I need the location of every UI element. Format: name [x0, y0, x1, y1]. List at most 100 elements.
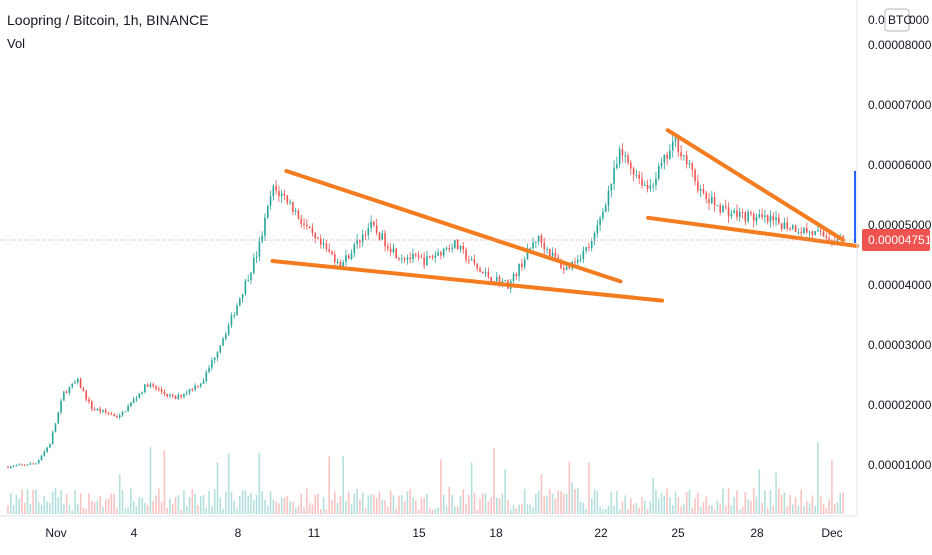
x-tick-label: 22 — [594, 526, 608, 540]
candle-body — [579, 259, 582, 261]
volume-bar — [71, 509, 74, 514]
candle-body — [121, 412, 124, 416]
candle-body — [431, 256, 434, 258]
volume-bar — [65, 493, 68, 514]
volume-bar — [428, 508, 431, 514]
volume-bar — [79, 493, 82, 514]
candle-body — [373, 221, 375, 226]
volume-bar — [426, 493, 428, 514]
candle-body — [183, 393, 185, 397]
volume-bar — [322, 497, 325, 514]
candle-body — [57, 412, 60, 424]
volume-bar — [646, 508, 649, 514]
candle-body — [266, 205, 269, 218]
candle-body — [736, 210, 738, 217]
candle-body — [255, 256, 258, 258]
candle-body — [370, 221, 372, 229]
candle-body — [35, 463, 37, 465]
volume-bar — [630, 498, 632, 514]
volume-bar — [722, 488, 724, 514]
candle-body — [264, 217, 266, 236]
volume-bar — [621, 501, 624, 514]
candle-body — [470, 259, 473, 261]
volume-bar — [551, 493, 554, 514]
candle-body — [409, 257, 411, 260]
x-tick-label: 28 — [750, 526, 764, 540]
candle-body — [440, 252, 442, 256]
volume-bar — [51, 491, 54, 514]
candle-body — [462, 245, 465, 250]
candle-body — [724, 205, 727, 208]
candle-body — [630, 162, 632, 169]
volume-bar — [230, 492, 233, 514]
volume-bar — [842, 492, 844, 514]
candle-body — [694, 169, 696, 182]
candle-body — [152, 384, 155, 387]
volume-bar — [808, 503, 811, 514]
volume-bar — [169, 498, 171, 514]
volume-bar — [817, 441, 819, 514]
volume-bar — [632, 504, 635, 514]
volume-bar — [674, 491, 677, 514]
candle-body — [766, 215, 769, 222]
candle-body — [202, 380, 205, 384]
volume-bar — [635, 502, 638, 514]
candle-body — [308, 226, 311, 228]
volume-bar — [49, 502, 51, 514]
volume-bar — [459, 496, 462, 514]
candle-body — [705, 192, 708, 200]
candle-body — [236, 305, 238, 316]
candle-body — [65, 391, 68, 393]
volume-bar — [769, 489, 772, 514]
candle-body — [414, 253, 417, 256]
volume-bar — [462, 489, 465, 514]
y-tick-label: 0.00005000 — [868, 218, 932, 232]
candle-body — [194, 385, 196, 390]
candle-body — [130, 402, 132, 407]
candle-body — [166, 394, 168, 397]
candle-body — [381, 233, 384, 240]
candle-body — [239, 298, 241, 306]
candle-body — [451, 247, 453, 249]
candle-body — [269, 196, 272, 206]
candle-body — [74, 382, 76, 384]
candle-body — [817, 230, 819, 232]
volume-bar — [29, 503, 32, 514]
candle-body — [294, 210, 297, 212]
candle-body — [46, 447, 48, 452]
volume-bar — [403, 501, 406, 514]
volume-bar — [663, 495, 666, 514]
volume-bar — [68, 504, 71, 514]
volume-bar — [225, 492, 227, 514]
volume-bar — [708, 505, 710, 514]
volume-bar — [618, 509, 621, 514]
candle-body — [88, 399, 90, 402]
volume-bar — [233, 500, 236, 514]
candle-body — [733, 210, 735, 214]
candle-body — [607, 190, 610, 206]
volume-bar — [96, 500, 99, 514]
volume-bar — [12, 504, 15, 514]
trendline — [270, 259, 665, 303]
volume-bar — [7, 505, 9, 514]
volume-bar — [484, 493, 487, 514]
volume-bar — [227, 453, 230, 514]
candle-body — [669, 150, 671, 159]
volume-bar — [269, 491, 272, 514]
candle-body — [574, 261, 576, 263]
candle-body — [169, 394, 171, 397]
candle-body — [811, 231, 814, 235]
volume-bar — [677, 496, 680, 514]
volume-bar — [713, 509, 716, 514]
candle-body — [590, 241, 593, 248]
volume-bar — [264, 499, 266, 514]
candle-body — [191, 388, 194, 390]
x-tick-label: 4 — [131, 526, 138, 540]
volume-bar — [9, 493, 12, 514]
candle-body — [51, 432, 54, 445]
volume-bar — [185, 506, 188, 514]
volume-bar — [353, 493, 356, 514]
candle-body — [225, 334, 227, 339]
candle-body — [708, 199, 710, 204]
